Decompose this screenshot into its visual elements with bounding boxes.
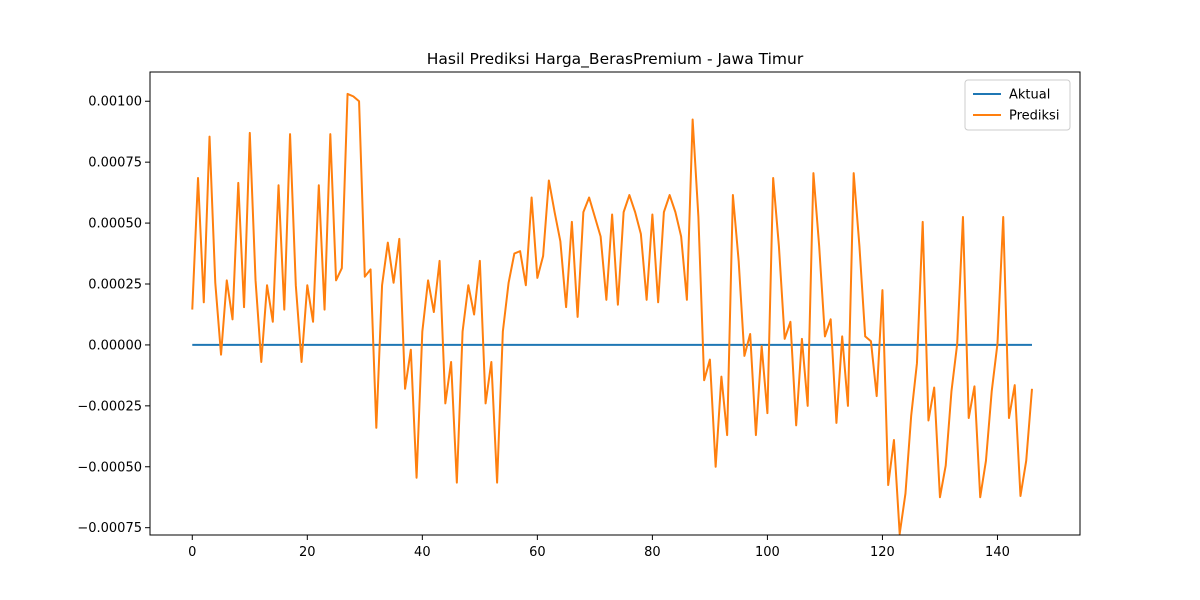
x-tick-label: 40 [414, 545, 431, 560]
y-tick-label: −0.00075 [77, 521, 142, 536]
y-tick-label: 0.00000 [88, 338, 142, 353]
legend: Aktual Prediksi [964, 79, 1071, 131]
plot-area: 0 20 40 60 80 100 120 140 −0.00075 −0.00050 −0.000… [77, 71, 1081, 560]
x-tick-label: 140 [985, 545, 1010, 560]
chart-title: Hasil Prediksi Harga_BerasPremium - Jawa… [427, 50, 804, 69]
axes-frame [149, 71, 1081, 536]
legend-box [964, 79, 1071, 131]
legend-label-prediksi: Prediksi [1009, 109, 1059, 124]
x-tick-label: 60 [529, 545, 546, 560]
y-tick-label: 0.00050 [88, 217, 142, 232]
y-tick-label: 0.00025 [88, 278, 142, 293]
y-tick-label: −0.00050 [77, 460, 142, 475]
x-tick-label: 100 [755, 545, 780, 560]
x-tick-label: 20 [299, 545, 316, 560]
x-tick-label: 0 [188, 545, 196, 560]
x-tick-label: 120 [870, 545, 895, 560]
series-line-prediksi [191, 92, 1033, 535]
x-tick-label: 80 [644, 545, 661, 560]
y-tick-label: −0.00025 [77, 399, 142, 414]
y-tick-label: 0.00075 [88, 156, 142, 171]
y-tick-label: 0.00100 [88, 95, 142, 110]
legend-label-aktual: Aktual [1009, 88, 1050, 103]
